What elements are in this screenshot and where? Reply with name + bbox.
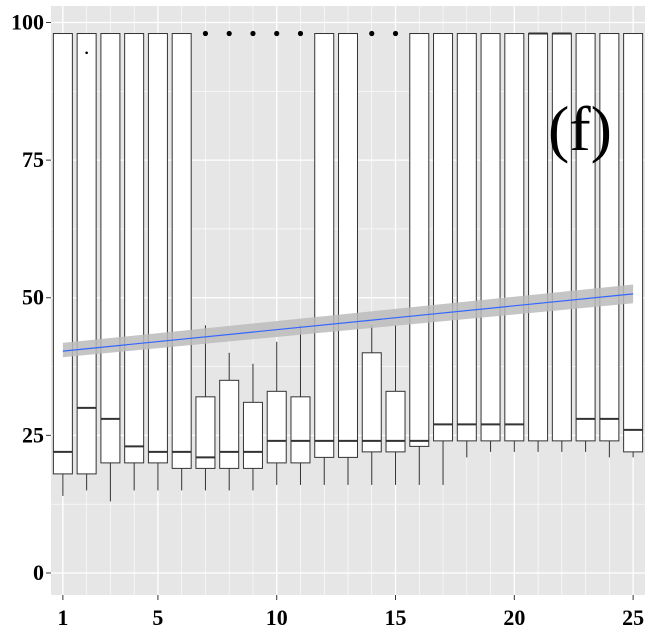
box-13 [338, 33, 358, 485]
box-body [100, 33, 121, 464]
box-body [195, 396, 216, 469]
outlier-point [297, 30, 304, 37]
box-body [314, 33, 335, 458]
box-1 [52, 33, 73, 496]
outlier-point [250, 30, 256, 37]
box-18 [456, 33, 477, 458]
box-body [599, 33, 620, 442]
box-15 [385, 30, 406, 485]
trend-line-group [62, 284, 634, 358]
y-tick-label: 75 [22, 147, 44, 172]
outlier-point [202, 30, 209, 37]
box-body [623, 33, 644, 453]
box-body [575, 33, 596, 442]
x-tick-label: 1 [57, 605, 68, 630]
box-body [338, 33, 358, 458]
box-body [290, 396, 311, 464]
box-body [219, 379, 240, 469]
box-9 [242, 30, 263, 491]
trend-line [62, 293, 634, 352]
box-23 [575, 33, 596, 452]
box-22 [551, 32, 572, 452]
panel-label: (f) [548, 93, 612, 164]
box-19 [480, 33, 501, 452]
x-tick-label: 25 [622, 605, 644, 630]
box-body [242, 401, 263, 469]
box-10 [266, 30, 287, 485]
outlier-point [274, 30, 280, 37]
box-body [456, 33, 477, 442]
y-tick-label: 100 [11, 10, 44, 35]
box-body [433, 33, 454, 442]
box-body [266, 390, 287, 464]
box-7 [195, 30, 216, 491]
box-21 [528, 32, 549, 452]
x-tick-label: 10 [266, 605, 288, 630]
confidence-band [62, 284, 634, 358]
box-body [480, 33, 501, 442]
box-17 [433, 33, 454, 485]
outlier-point [85, 51, 88, 55]
outlier-point [369, 30, 375, 37]
box-14 [361, 30, 382, 485]
box-25 [623, 33, 644, 458]
box-body [504, 33, 525, 442]
y-tick-label: 25 [22, 422, 44, 447]
box-body [409, 33, 430, 447]
box-6 [171, 33, 192, 491]
y-tick-label: 50 [22, 285, 44, 310]
box-body [361, 352, 382, 453]
box-8 [219, 30, 240, 491]
boxes [52, 30, 644, 502]
box-body [124, 33, 145, 464]
y-tick-label: 0 [33, 560, 44, 585]
x-tick-label: 20 [503, 605, 525, 630]
box-3 [100, 33, 121, 502]
box-2 [76, 33, 97, 491]
box-16 [409, 33, 430, 485]
box-20 [504, 33, 525, 452]
outlier-point [226, 30, 232, 37]
box-4 [124, 33, 145, 491]
box-body [52, 33, 73, 475]
x-tick-label: 5 [152, 605, 163, 630]
box-12 [314, 33, 335, 485]
box-body [528, 33, 549, 442]
box-11 [290, 30, 311, 485]
box-body [76, 33, 97, 475]
box-24 [599, 33, 620, 458]
box-body [385, 390, 406, 453]
outlier-point [392, 30, 399, 37]
box-body [147, 33, 168, 464]
box-5 [147, 33, 168, 491]
box-body [171, 33, 192, 469]
x-tick-label: 15 [385, 605, 407, 630]
